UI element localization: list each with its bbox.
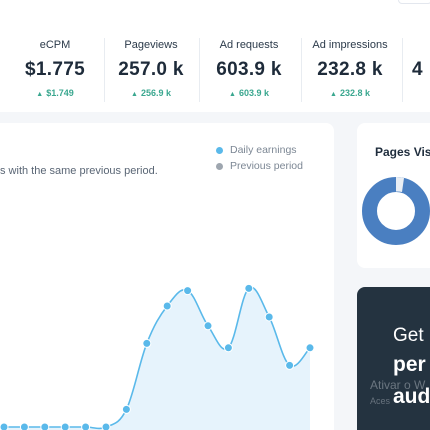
legend-dot-icon	[216, 162, 223, 170]
pages-card-title: Pages Vis	[375, 145, 430, 159]
stat-ad-impressions: Ad impressions 232.8 k ▲ 232.8 k	[301, 38, 399, 99]
divider	[199, 38, 200, 102]
earnings-data-point[interactable]	[203, 321, 213, 331]
stat-value: 4	[412, 59, 423, 80]
stat-value: $1.775	[25, 59, 85, 80]
donut-ring-primary	[362, 177, 430, 245]
stat-value: 232.8 k	[317, 59, 383, 80]
earnings-data-point[interactable]	[223, 343, 233, 353]
stat-label: Ad impressions	[312, 39, 388, 51]
promo-line-1: Get	[393, 325, 424, 346]
legend-item-previous-period[interactable]: Previous period	[216, 159, 303, 173]
stat-delta: ▲ 256.9 k	[102, 87, 200, 99]
pages-visited-card: Pages Vis	[357, 123, 430, 268]
stat-label: eCPM	[39, 39, 71, 51]
stats-card: eCPM $1.775 ▲ $1.749 Pageviews 257.0 k ▲ 2…	[0, 0, 430, 112]
activation-watermark-subtitle: Aces	[370, 396, 391, 406]
stat-value: 603.9 k	[216, 59, 282, 80]
activation-watermark-title: Ativar o W	[370, 378, 426, 392]
stat-ecpm: eCPM $1.775 ▲ $1.749	[6, 38, 104, 99]
promo-card[interactable]: Get per aud	[357, 287, 430, 430]
divider	[301, 38, 302, 102]
earnings-data-point[interactable]	[264, 312, 274, 322]
stat-value: 257.0 k	[118, 59, 184, 80]
stat-label: Ad requests	[219, 39, 279, 51]
legend-item-daily-earnings[interactable]: Daily earnings	[216, 143, 303, 157]
earnings-line	[3, 286, 311, 430]
arrow-up-icon: ▲	[330, 91, 337, 98]
earnings-data-point[interactable]	[162, 301, 172, 311]
promo-line-2: per	[393, 353, 426, 376]
earnings-data-point[interactable]	[183, 286, 193, 296]
stat-ad-requests: Ad requests 603.9 k ▲ 603.9 k	[200, 38, 298, 99]
earnings-data-point[interactable]	[244, 283, 254, 293]
earnings-data-point[interactable]	[101, 422, 111, 430]
divider	[104, 38, 105, 102]
earnings-area-fill	[4, 287, 310, 430]
stat-delta-value: 603.9 k	[238, 88, 269, 98]
stat-delta: ▲ $1.749	[6, 87, 104, 99]
stat-label: Pageviews	[124, 39, 178, 51]
stat-delta: ▲ 232.8 k	[301, 87, 399, 99]
stat-delta-value: 232.8 k	[339, 88, 370, 98]
earnings-data-point[interactable]	[121, 404, 131, 414]
donut-slice-secondary	[396, 177, 404, 192]
earnings-data-point[interactable]	[0, 422, 9, 430]
stat-delta-value: 256.9 k	[140, 88, 171, 98]
earnings-data-point[interactable]	[142, 338, 152, 348]
arrow-up-icon: ▲	[36, 91, 44, 98]
stat-delta-value: $1.749	[46, 88, 74, 98]
arrow-up-icon: ▲	[131, 91, 138, 98]
promo-line-3: aud	[393, 385, 430, 408]
earnings-data-point[interactable]	[60, 422, 70, 430]
earnings-chart	[0, 283, 315, 430]
pages-donut-chart	[362, 177, 430, 245]
earnings-data-point[interactable]	[81, 422, 91, 430]
chart-legend: Daily earnings Previous period	[216, 143, 303, 175]
earnings-data-point[interactable]	[305, 343, 315, 353]
legend-label: Previous period	[230, 160, 303, 172]
legend-dot-icon	[216, 146, 223, 154]
stat-delta: ▲ 603.9 k	[200, 87, 298, 99]
stat-partial: 4	[412, 38, 430, 82]
stat-label	[412, 38, 430, 52]
arrow-up-icon: ▲	[229, 91, 236, 98]
earnings-data-point[interactable]	[285, 360, 295, 370]
top-right-button[interactable]	[398, 0, 430, 4]
stat-pageviews: Pageviews 257.0 k ▲ 256.9 k	[102, 38, 200, 99]
earnings-data-point[interactable]	[40, 422, 50, 430]
chart-subtitle: s with the same previous period.	[0, 165, 158, 177]
legend-label: Daily earnings	[230, 144, 297, 156]
earnings-data-point[interactable]	[19, 422, 29, 430]
earnings-chart-card: s with the same previous period. Daily e…	[0, 123, 334, 430]
divider	[402, 38, 403, 102]
